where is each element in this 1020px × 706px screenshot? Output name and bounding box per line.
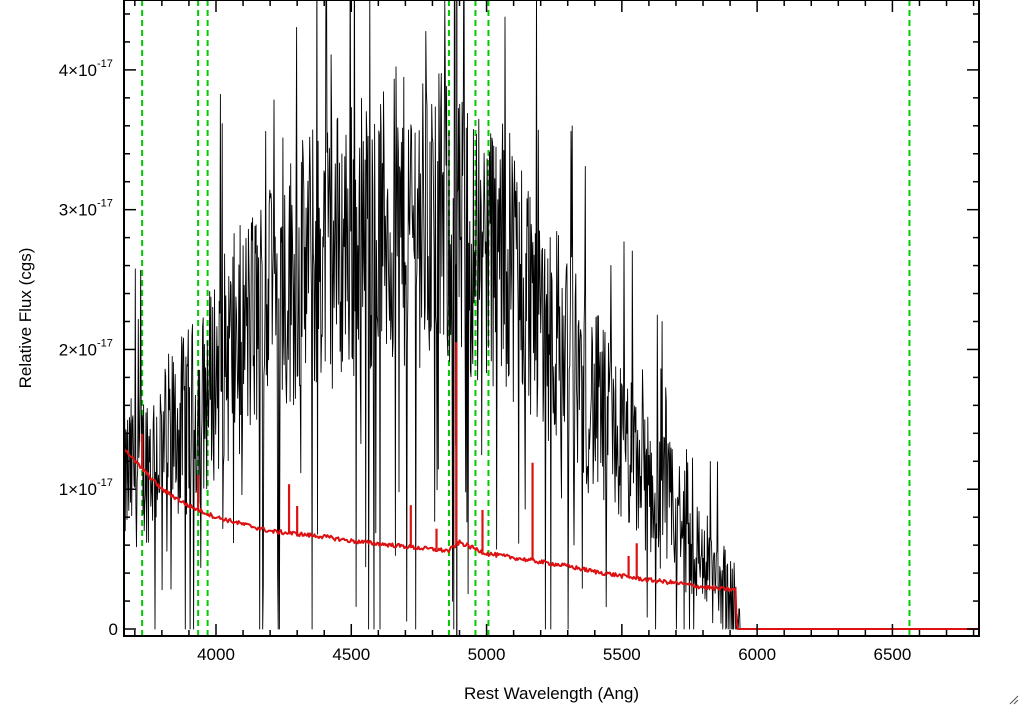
- x-tick-label-6500: 6500: [874, 645, 912, 664]
- y-axis-title: Relative Flux (cgs): [16, 248, 35, 389]
- x-tick-label-5000: 5000: [468, 645, 506, 664]
- y-tick-exponent-1: -17: [97, 477, 113, 489]
- y-tick-label-2: 2×10: [59, 340, 97, 359]
- reference-lines: [141, 0, 911, 636]
- y-tick-label-0: 0: [109, 620, 118, 639]
- series-1-line: [123, 447, 979, 630]
- x-tick-label-6000: 6000: [738, 645, 776, 664]
- y-tick-label-4: 4×10: [59, 61, 97, 80]
- plot-frame: [123, 0, 980, 637]
- y-tick-exponent-4: -17: [97, 58, 113, 70]
- y-tick-exponent-3: -17: [97, 198, 113, 210]
- y-tick-label-3: 3×10: [59, 201, 97, 220]
- resize-grip-icon[interactable]: [1009, 695, 1019, 705]
- axis-ticks: [124, 0, 979, 636]
- x-tick-label-5500: 5500: [603, 645, 641, 664]
- y-tick-mantissa: 2×10: [59, 340, 97, 359]
- y-tick-mantissa: 0: [109, 620, 118, 639]
- series-0-line: [123, 0, 979, 630]
- x-axis-title: Rest Wavelength (Ang): [464, 684, 639, 703]
- series-layer: [123, 0, 979, 630]
- x-tick-label-4000: 4000: [197, 645, 235, 664]
- y-tick-mantissa: 1×10: [59, 480, 97, 499]
- y-tick-mantissa: 3×10: [59, 201, 97, 220]
- y-tick-label-1: 1×10: [59, 480, 97, 499]
- x-tick-label-4500: 4500: [332, 645, 370, 664]
- y-tick-mantissa: 4×10: [59, 61, 97, 80]
- y-tick-exponent-2: -17: [97, 337, 113, 349]
